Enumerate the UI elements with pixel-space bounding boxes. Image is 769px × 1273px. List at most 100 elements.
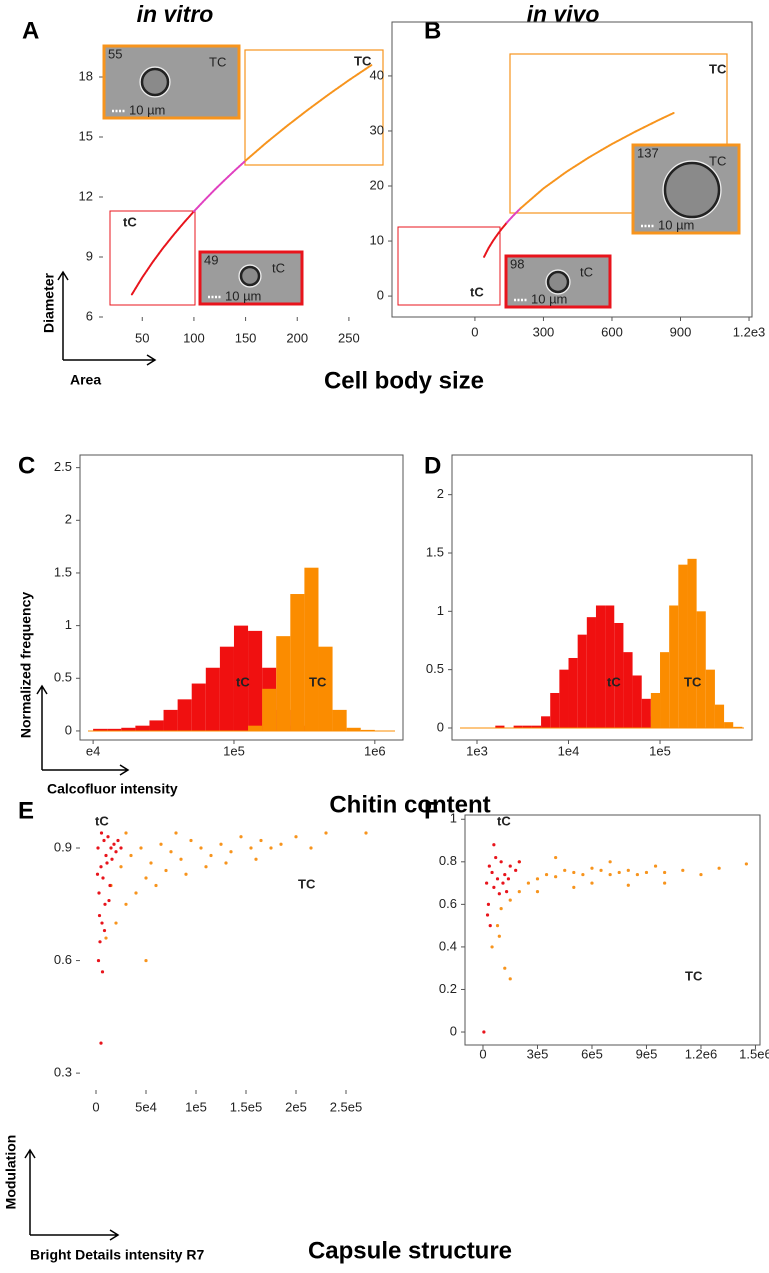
y-tick-label: 18 (79, 68, 93, 83)
inset-number: 49 (204, 252, 218, 267)
gate-box (244, 49, 384, 166)
panel-letter: C (18, 452, 35, 479)
scatter-point (249, 846, 253, 850)
y-tick-label: 9 (86, 248, 93, 263)
scatter-point (590, 866, 594, 870)
histogram-bar (290, 594, 305, 731)
scatter-point (503, 966, 507, 970)
y-tick-label: 0.9 (54, 839, 72, 854)
x-tick-label: 200 (286, 330, 308, 345)
y-tick-label: 1.5 (426, 544, 444, 559)
histogram-bar (332, 709, 347, 731)
scatter-point (544, 872, 549, 877)
histogram-bar (360, 729, 375, 731)
scatter-point (269, 846, 273, 850)
x-tick-label: 300 (533, 324, 555, 339)
scatter-point (503, 872, 507, 877)
scatter-point (572, 885, 576, 889)
series-label: TC (684, 674, 702, 689)
x-tick-label: 6e5 (581, 1046, 603, 1061)
scatter-point (100, 970, 105, 974)
panel-letter: A (22, 17, 39, 44)
y-tick-label: 0.5 (54, 670, 72, 685)
plot-frame (391, 21, 753, 318)
cell-halo (662, 160, 722, 220)
column-title: in vitro (137, 1, 214, 27)
data-line (192, 159, 247, 213)
scatter-point (626, 883, 630, 887)
histogram-bar (248, 725, 263, 731)
cell (239, 265, 261, 287)
y-tick-label: 1.5 (54, 564, 72, 579)
y-tick-label: 0.6 (439, 896, 457, 911)
scatter-point (494, 855, 498, 860)
x-axis-label: Bright Details intensity R7 (30, 1247, 204, 1263)
scatter-point (501, 881, 505, 885)
x-tick-label: 1.2e6 (685, 1046, 718, 1061)
scatter-point (506, 877, 511, 881)
series-label: tC (607, 674, 621, 689)
scatter-point (608, 860, 612, 864)
x-tick-label: 1e5 (649, 743, 671, 758)
scatter-point (663, 870, 667, 875)
histogram-bar (568, 657, 578, 728)
x-tick-label: 9e5 (636, 1046, 658, 1061)
x-tick-label: e4 (86, 743, 100, 758)
scatter-point (110, 857, 114, 861)
x-tick-label: 1e6 (364, 743, 386, 758)
histogram-bar (219, 646, 234, 731)
scatter-point (590, 881, 594, 885)
histogram-bar (522, 725, 532, 728)
scatter-point (219, 842, 223, 846)
y-tick-label: 1 (450, 811, 457, 826)
histogram-bar (678, 564, 688, 728)
series-label: TC (309, 674, 327, 689)
scatter-point (99, 831, 104, 835)
series-label: TC (354, 53, 372, 68)
inset-label: TC (709, 153, 726, 168)
x-tick-label: 1e4 (558, 743, 580, 758)
scatter-point (581, 872, 585, 877)
section-title: Cell body size (324, 367, 484, 394)
scatter-point (499, 860, 503, 864)
scatter-point (104, 853, 108, 858)
histogram-bar (577, 634, 587, 728)
scatter-point (663, 881, 667, 885)
histogram-bar (669, 605, 679, 728)
histogram-bar (531, 725, 542, 728)
histogram-bar (660, 652, 670, 728)
gate-box (397, 226, 501, 306)
histogram-bar (107, 728, 122, 731)
y-tick-label: 12 (79, 188, 93, 203)
scatter-point (653, 864, 658, 868)
histogram-bar (93, 728, 108, 731)
y-tick-label: 2.5 (54, 459, 72, 474)
series-label: tC (470, 284, 484, 299)
scatter-point (499, 907, 503, 911)
cell-halo (238, 264, 262, 288)
scatter-point (101, 876, 105, 880)
y-tick-label: 30 (370, 122, 384, 137)
scatter-point (554, 875, 558, 879)
data-line (130, 210, 195, 296)
scatter-point (617, 870, 621, 875)
histogram-bar (233, 625, 249, 731)
histogram-bar (714, 704, 725, 728)
scatter-point (535, 889, 540, 894)
y-tick-label: 40 (370, 67, 384, 82)
scatter-point (744, 862, 748, 866)
scatter-point (486, 902, 491, 906)
scatter-point (495, 877, 500, 881)
histogram-bar (687, 558, 697, 728)
scatter-point (179, 857, 183, 861)
series-label: TC (298, 876, 316, 891)
gate-box (109, 210, 196, 306)
histogram-bar (248, 630, 263, 731)
histogram-bar (318, 646, 333, 731)
histogram-bar (495, 725, 505, 728)
data-line (244, 64, 373, 162)
scatter-point (144, 958, 148, 963)
series-label: tC (497, 813, 511, 828)
histogram-bar (541, 716, 551, 728)
series-label: TC (685, 968, 703, 983)
